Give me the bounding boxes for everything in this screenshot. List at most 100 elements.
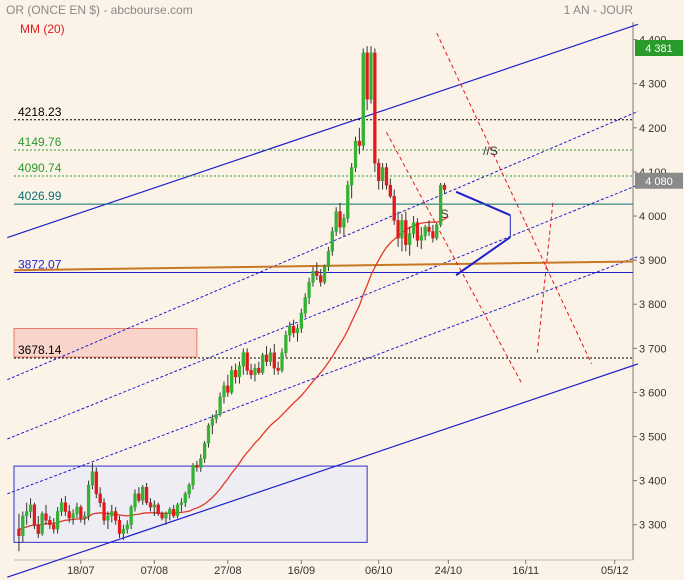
candle bbox=[261, 352, 265, 375]
candle-body-down bbox=[32, 504, 37, 525]
candle-body-down bbox=[172, 509, 176, 517]
candle bbox=[40, 511, 44, 536]
candle-body-up bbox=[210, 418, 215, 426]
candle bbox=[90, 462, 95, 490]
candle-body-down bbox=[392, 195, 396, 221]
date-axis: 18/07 07/08 27/08 16/09 06/10 24/10 16/11 05/12 bbox=[67, 560, 628, 577]
candle bbox=[346, 180, 350, 223]
candle bbox=[106, 511, 110, 530]
candle bbox=[86, 480, 91, 521]
candle-body-up bbox=[261, 354, 265, 373]
resistance-zone-rect bbox=[13, 327, 198, 358]
candle bbox=[168, 507, 172, 521]
candle-body-down bbox=[442, 184, 447, 190]
candle bbox=[408, 227, 412, 256]
candle bbox=[396, 211, 400, 247]
candle-body-up bbox=[361, 52, 365, 146]
candle-body-down bbox=[114, 511, 118, 521]
candle bbox=[442, 182, 447, 194]
candle bbox=[125, 520, 129, 534]
candle-body-up bbox=[86, 484, 91, 517]
candle bbox=[245, 348, 249, 375]
candle-body-up bbox=[342, 217, 346, 228]
candle-body-down bbox=[319, 275, 323, 283]
candle-body-down bbox=[427, 226, 431, 232]
candle bbox=[25, 502, 29, 525]
candle bbox=[75, 502, 79, 519]
price-tick-label: 4 300 bbox=[639, 79, 667, 91]
candle-body-up bbox=[187, 484, 191, 495]
candle-body-down bbox=[249, 370, 253, 376]
candle bbox=[183, 491, 187, 508]
candle-body-down bbox=[48, 520, 52, 525]
candle-body-down bbox=[17, 528, 21, 536]
candle-body-up bbox=[183, 493, 187, 503]
candle-body-up bbox=[237, 365, 242, 378]
level-label: 3872.07 bbox=[18, 257, 62, 271]
candle bbox=[36, 515, 40, 538]
candle bbox=[342, 213, 346, 236]
candle bbox=[249, 363, 253, 380]
candle bbox=[268, 348, 273, 366]
pennant-lower-line bbox=[455, 236, 511, 276]
indicator-label: MM (20) bbox=[20, 22, 65, 36]
candle-body-down bbox=[272, 352, 276, 369]
candle-body-up bbox=[83, 515, 87, 519]
upper-mid-channel-line bbox=[7, 110, 639, 381]
candle bbox=[210, 414, 215, 435]
candle-body-down bbox=[415, 222, 420, 241]
candle bbox=[67, 504, 71, 523]
date-tick-label: 18/07 bbox=[67, 565, 95, 577]
candle-body-up bbox=[307, 281, 311, 298]
candle bbox=[438, 182, 443, 228]
candle bbox=[21, 511, 25, 543]
candle-body-up bbox=[206, 425, 211, 444]
candle-body-down bbox=[52, 524, 56, 530]
candle-body-up bbox=[408, 233, 412, 245]
annotation-label: //S bbox=[483, 144, 498, 158]
candle bbox=[423, 224, 427, 241]
lower-mid-channel-line bbox=[7, 256, 639, 495]
date-tick-label: 24/10 bbox=[435, 565, 463, 577]
candle-body-down bbox=[264, 354, 269, 362]
candle-body-down bbox=[338, 211, 342, 228]
level-label: 4218.23 bbox=[18, 105, 62, 119]
candle-body-up bbox=[268, 352, 273, 362]
candle bbox=[187, 482, 191, 499]
candle bbox=[195, 460, 199, 472]
price-tick-label: 3 600 bbox=[639, 387, 667, 399]
candle bbox=[411, 216, 416, 239]
date-tick-label: 27/08 bbox=[214, 565, 242, 577]
trend-drawings: //S S bbox=[7, 23, 639, 578]
price-badge bbox=[635, 40, 683, 57]
price-tick-label: 4 200 bbox=[639, 123, 667, 135]
candle-body-up bbox=[311, 270, 315, 283]
price-tick-label: 3 700 bbox=[639, 343, 667, 355]
candle bbox=[152, 500, 156, 516]
candles bbox=[17, 46, 447, 552]
price-tick-label: 4 000 bbox=[639, 211, 667, 223]
candle-body-up bbox=[435, 224, 439, 239]
resistance-line bbox=[13, 260, 634, 272]
candle bbox=[117, 515, 122, 538]
candle-body-up bbox=[253, 367, 257, 376]
candle-body-up bbox=[295, 328, 300, 334]
price-tick-label: 3 400 bbox=[639, 476, 667, 488]
candle-body-down bbox=[195, 464, 199, 468]
moving-average bbox=[18, 216, 449, 530]
candle bbox=[141, 485, 145, 505]
candle bbox=[28, 498, 33, 519]
candle-body-up bbox=[179, 502, 184, 506]
candle bbox=[129, 504, 133, 530]
candle-body-up bbox=[284, 334, 288, 353]
candle-body-up bbox=[411, 222, 416, 234]
candle bbox=[48, 515, 52, 530]
candle-body-down bbox=[384, 167, 389, 186]
candle bbox=[179, 498, 184, 512]
candle-body-up bbox=[369, 52, 373, 100]
candle bbox=[148, 498, 153, 512]
candle-body-up bbox=[164, 513, 168, 519]
candle-body-up bbox=[168, 509, 172, 514]
candle bbox=[400, 213, 404, 252]
